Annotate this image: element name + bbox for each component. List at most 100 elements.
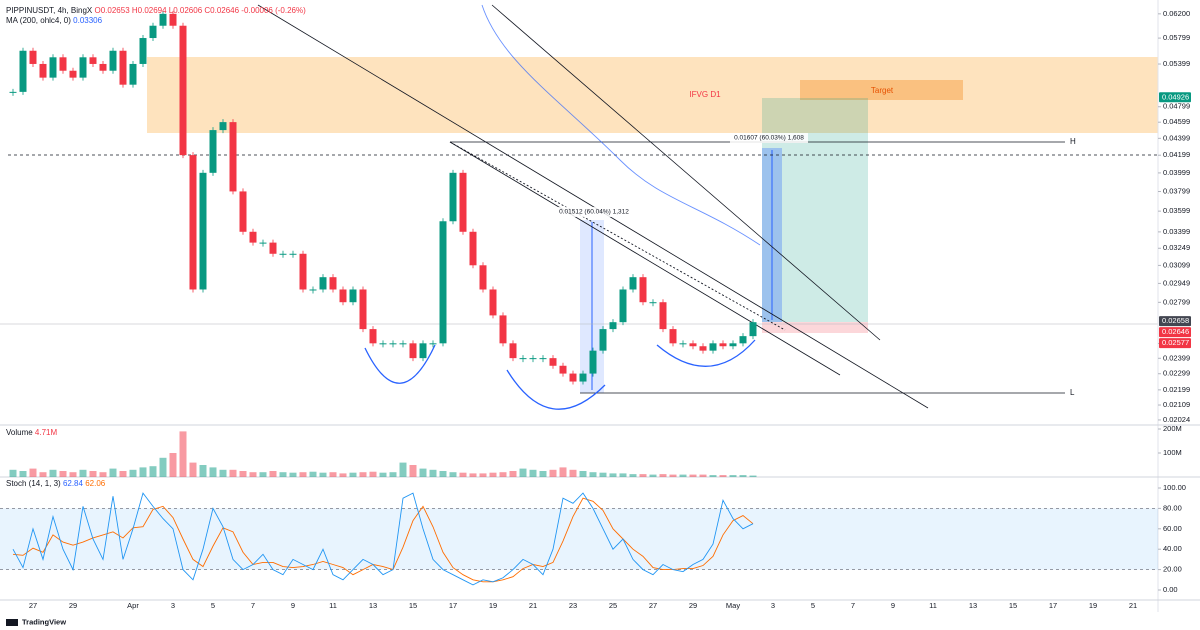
y-tick-label: 0.04199	[1163, 150, 1190, 159]
candle	[349, 289, 357, 303]
volume-bar	[179, 431, 187, 477]
candle	[49, 57, 57, 78]
volume-value: 4.71M	[35, 428, 58, 437]
candle	[159, 13, 167, 26]
x-tick-label: 21	[529, 601, 537, 610]
low-label: L	[1070, 388, 1075, 397]
volume-bar	[539, 471, 547, 477]
y-tick-label: 0.03999	[1163, 168, 1190, 177]
candle	[99, 63, 107, 71]
measure-label-bg	[555, 207, 633, 217]
x-tick-label: 27	[649, 601, 657, 610]
candle	[669, 329, 677, 344]
volume-bar	[669, 474, 677, 477]
volume-bar	[469, 473, 477, 477]
price-badge-label: 0.04926	[1162, 92, 1189, 101]
candle	[629, 277, 637, 290]
candle	[699, 346, 707, 351]
candle	[469, 231, 477, 266]
target-label: Target	[871, 86, 894, 95]
ma-title: MA (200, ohlc4, 0)	[6, 16, 71, 25]
candle	[479, 265, 487, 290]
volume-bar	[429, 469, 437, 477]
candle	[739, 336, 747, 344]
candle	[409, 343, 417, 359]
candle	[689, 343, 697, 347]
x-tick-label: 23	[569, 601, 577, 610]
volume-bar	[349, 472, 357, 477]
volume-bar	[219, 469, 227, 477]
candle	[649, 302, 657, 304]
stoch-tick-label: 40.00	[1163, 544, 1182, 553]
volume-bar	[709, 475, 717, 477]
volume-bar	[169, 453, 177, 477]
y-tick-label: 0.02299	[1163, 369, 1190, 378]
candle	[609, 322, 617, 330]
volume-bar	[29, 468, 37, 477]
volume-bar	[479, 473, 487, 477]
stoch-tick-label: 60.00	[1163, 524, 1182, 533]
candle	[619, 289, 627, 323]
volume-bar	[209, 467, 217, 477]
pattern-arc	[364, 344, 436, 384]
x-tick-label: 17	[1049, 601, 1057, 610]
volume-bar	[189, 462, 197, 477]
volume-bar	[319, 472, 327, 477]
volume-title: Volume	[6, 428, 33, 437]
y-tick-label: 0.04599	[1163, 117, 1190, 126]
candle	[589, 350, 597, 374]
stoch-d-value: 62.06	[85, 479, 106, 488]
candle	[239, 191, 247, 232]
candle	[149, 25, 157, 39]
candle	[569, 373, 577, 382]
volume-bar	[149, 466, 157, 477]
candle	[559, 365, 567, 374]
y-tick-label: 0.06200	[1163, 9, 1190, 18]
volume-tick-label: 100M	[1163, 448, 1182, 457]
y-tick-label: 0.05799	[1163, 33, 1190, 42]
stoch-tick-label: 0.00	[1163, 585, 1178, 594]
candle	[269, 242, 277, 254]
trend-line	[491, 4, 881, 341]
volume-bar	[749, 475, 757, 477]
volume-bar	[699, 474, 707, 477]
volume-bar	[589, 472, 597, 477]
volume-bar	[449, 472, 457, 477]
measure-label: 0.01607 (60.03%) 1,608	[734, 135, 804, 142]
stoch-tick-label: 80.00	[1163, 503, 1182, 512]
candle	[339, 289, 347, 303]
volume-bar	[159, 457, 167, 477]
volume-legend: Volume 4.71M	[6, 428, 57, 437]
candle	[639, 277, 647, 303]
candle	[109, 50, 117, 71]
fvg-zone	[147, 57, 1158, 133]
candle	[219, 122, 227, 131]
x-tick-label: 19	[489, 601, 497, 610]
volume-bar	[719, 475, 727, 477]
y-tick-label: 0.03599	[1163, 206, 1190, 215]
ma-line	[481, 4, 761, 246]
candle	[9, 91, 17, 93]
x-tick-label: May	[726, 601, 740, 610]
candle	[709, 343, 717, 351]
volume-bar	[499, 472, 507, 477]
volume-bar	[729, 475, 737, 477]
y-tick-label: 0.04799	[1163, 102, 1190, 111]
logo	[6, 619, 18, 626]
volume-bar	[439, 471, 447, 477]
stoch-band	[0, 508, 1158, 570]
volume-bar	[649, 474, 657, 477]
zone-label: IFVG D1	[689, 90, 721, 99]
pattern-arc	[656, 339, 756, 367]
candle	[19, 50, 27, 92]
x-tick-label: 7	[251, 601, 255, 610]
x-tick-label: 3	[171, 601, 175, 610]
y-tick-label: 0.02949	[1163, 278, 1190, 287]
candle	[679, 343, 687, 345]
candle	[459, 172, 467, 232]
price-badge	[1159, 316, 1191, 327]
volume-bar	[509, 471, 517, 477]
candle	[199, 172, 207, 290]
x-tick-label: 27	[29, 601, 37, 610]
